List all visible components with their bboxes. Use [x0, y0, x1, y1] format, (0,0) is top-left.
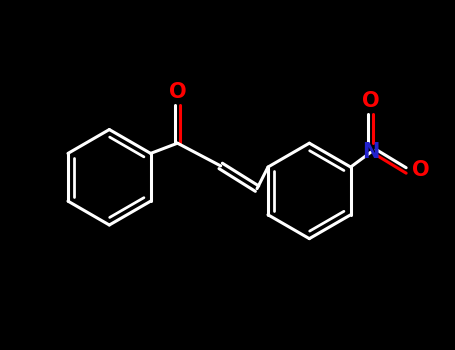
- Text: O: O: [169, 82, 186, 102]
- Text: O: O: [413, 160, 430, 181]
- Text: O: O: [362, 91, 379, 111]
- Text: N: N: [362, 142, 379, 162]
